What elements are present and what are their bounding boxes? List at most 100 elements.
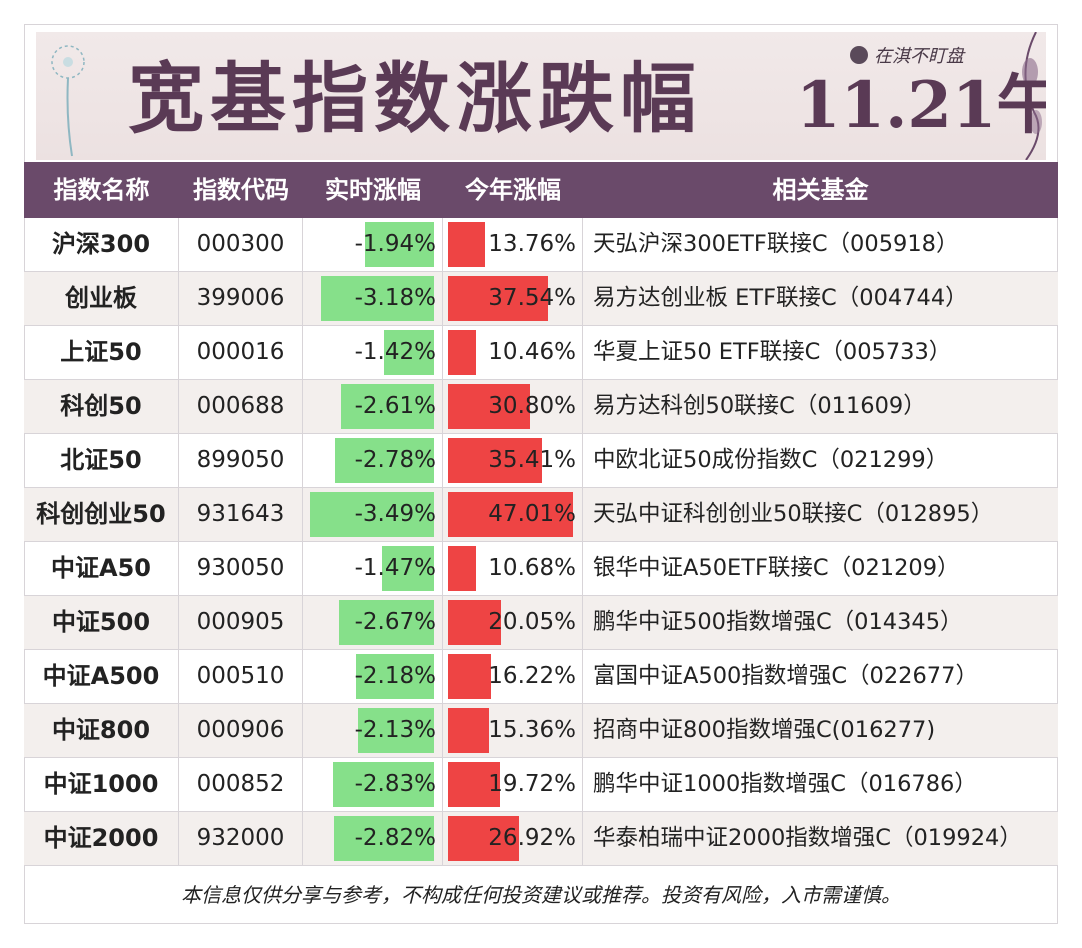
index-name-cell-text: 创业板 — [65, 284, 137, 312]
ytd-change-cell: 47.01% — [443, 488, 583, 541]
related-fund-cell: 银华中证A50ETF联接C（021209） — [583, 542, 1058, 595]
index-name-cell: 中证1000 — [24, 758, 179, 811]
table-row: 科创50 000688 -2.61% 30.80% 易方达科创50联接C（011609） — [24, 380, 1058, 434]
related-fund-cell-text: 华泰柏瑞中证2000指数增强C（019924） — [593, 825, 1022, 851]
ytd-change-cell: 35.41% — [443, 434, 583, 487]
ytd-change-cell: 10.68% — [443, 542, 583, 595]
ytd-change-bar — [448, 276, 548, 321]
ytd-change-cell-text: 10.68% — [488, 555, 576, 581]
header-ytd-change: 今年涨幅 — [465, 176, 561, 204]
related-fund-cell: 天弘沪深300ETF联接C（005918） — [583, 218, 1058, 271]
related-fund-cell-text: 天弘中证科创创业50联接C（012895） — [593, 501, 994, 527]
header-index-name: 指数名称 — [53, 176, 150, 204]
header-related-fund: 相关基金 — [772, 176, 869, 204]
index-code-cell: 000906 — [179, 704, 303, 757]
index-code-cell-text: 000688 — [196, 393, 285, 419]
realtime-change-bar — [356, 654, 434, 699]
realtime-change-cell: -1.47% — [303, 542, 443, 595]
related-fund-cell-text: 天弘沪深300ETF联接C（005918） — [593, 231, 959, 257]
table-row: 中证A50 930050 -1.47% 10.68% 银华中证A50ETF联接C（021… — [24, 542, 1058, 596]
related-fund-cell-text: 富国中证A500指数增强C（022677） — [593, 663, 978, 689]
realtime-change-bar — [382, 546, 434, 591]
realtime-change-cell-text: -3.18% — [354, 285, 436, 311]
index-code-cell-text: 000905 — [196, 609, 285, 635]
realtime-change-cell-text: -2.61% — [354, 393, 436, 419]
ytd-change-bar — [448, 492, 573, 537]
related-fund-cell: 中欧北证50成份指数C（021299） — [583, 434, 1058, 487]
index-name-cell: 科创创业50 — [24, 488, 179, 541]
index-code-cell: 931643 — [179, 488, 303, 541]
disclaimer-text: 本信息仅供分享与参考，不构成任何投资建议或推荐。投资有风险，入市需谨慎。 — [181, 883, 901, 907]
related-fund-cell: 招商中证800指数增强C(016277) — [583, 704, 1058, 757]
related-fund-cell: 富国中证A500指数增强C（022677） — [583, 650, 1058, 703]
ytd-change-cell-text: 19.72% — [488, 771, 576, 797]
ytd-change-cell-text: 37.54% — [488, 285, 576, 311]
realtime-change-cell-text: -2.82% — [354, 825, 436, 851]
index-name-cell: 创业板 — [24, 272, 179, 325]
related-fund-cell-text: 招商中证800指数增强C(016277) — [593, 717, 936, 743]
index-code-cell: 000300 — [179, 218, 303, 271]
index-code-cell-text: 000906 — [196, 717, 285, 743]
realtime-change-cell-text: -3.49% — [354, 501, 436, 527]
related-fund-cell-text: 银华中证A50ETF联接C（021209） — [593, 555, 960, 581]
related-fund-cell: 鹏华中证1000指数增强C（016786） — [583, 758, 1058, 811]
ytd-change-cell: 26.92% — [443, 812, 583, 865]
realtime-change-cell-text: -1.42% — [354, 339, 436, 365]
index-name-cell: 沪深300 — [24, 218, 179, 271]
index-name-cell: 中证2000 — [24, 812, 179, 865]
ytd-change-cell-text: 13.76% — [488, 231, 576, 257]
page-title: 宽基指数涨跌幅 — [128, 54, 702, 143]
table-row: 中证A500 000510 -2.18% 16.22% 富国中证A500指数增强C（02… — [24, 650, 1058, 704]
realtime-change-cell: -1.94% — [303, 218, 443, 271]
index-code-cell: 000852 — [179, 758, 303, 811]
index-code-cell-text: 000016 — [196, 339, 285, 365]
related-fund-cell-text: 易方达科创50联接C（011609） — [593, 393, 926, 419]
ytd-change-cell: 13.76% — [443, 218, 583, 271]
index-name-cell-text: 中证A50 — [51, 554, 151, 582]
index-name-cell: 中证800 — [24, 704, 179, 757]
brand-name: 在淇不盯盘 — [874, 46, 964, 67]
index-name-cell-text: 中证1000 — [43, 770, 159, 798]
index-name-cell-text: 中证800 — [51, 716, 151, 744]
related-fund-cell: 易方达创业板 ETF联接C（004744） — [583, 272, 1058, 325]
index-name-cell-text: 科创50 — [60, 392, 142, 420]
ytd-change-cell-text: 35.41% — [488, 447, 576, 473]
index-code-cell: 000016 — [179, 326, 303, 379]
realtime-change-bar — [365, 222, 434, 267]
realtime-change-cell: -2.67% — [303, 596, 443, 649]
table-row: 中证2000 932000 -2.82% 26.92% 华泰柏瑞中证2000指数增强C（… — [24, 812, 1058, 866]
ytd-change-cell: 30.80% — [443, 380, 583, 433]
ytd-change-bar — [448, 222, 485, 267]
index-code-cell-text: 000510 — [196, 663, 285, 689]
related-fund-cell: 易方达科创50联接C（011609） — [583, 380, 1058, 433]
table-row: 科创创业50 931643 -3.49% 47.01% 天弘中证科创创业50联接C（01… — [24, 488, 1058, 542]
table-row: 中证500 000905 -2.67% 20.05% 鹏华中证500指数增强C（0143… — [24, 596, 1058, 650]
ytd-change-cell: 37.54% — [443, 272, 583, 325]
flower-decoration-icon — [51, 45, 85, 157]
index-name-cell: 中证A500 — [24, 650, 179, 703]
realtime-change-cell: -3.49% — [303, 488, 443, 541]
realtime-change-cell: -2.82% — [303, 812, 443, 865]
index-name-cell-text: 北证50 — [60, 446, 142, 474]
realtime-change-bar — [358, 708, 434, 753]
related-fund-cell-text: 鹏华中证1000指数增强C（016786） — [593, 771, 977, 797]
realtime-change-bar — [333, 762, 434, 807]
leaf-decoration-icon — [1022, 32, 1042, 160]
realtime-change-bar — [335, 438, 434, 483]
realtime-change-cell: -2.83% — [303, 758, 443, 811]
table-row: 沪深300 000300 -1.94% 13.76% 天弘沪深300ETF联接C（005… — [24, 218, 1058, 272]
ytd-change-cell: 20.05% — [443, 596, 583, 649]
related-fund-cell-text: 鹏华中证500指数增强C（014345） — [593, 609, 963, 635]
index-code-cell: 899050 — [179, 434, 303, 487]
ytd-change-cell-text: 15.36% — [488, 717, 576, 743]
date-label: 11.21午 — [796, 68, 1046, 143]
ytd-change-bar — [448, 708, 489, 753]
realtime-change-bar — [341, 384, 434, 429]
index-name-cell: 中证A50 — [24, 542, 179, 595]
ytd-change-cell: 15.36% — [443, 704, 583, 757]
table-row: 中证800 000906 -2.13% 15.36% 招商中证800指数增强C(0162… — [24, 704, 1058, 758]
ytd-change-bar — [448, 816, 519, 861]
related-fund-cell: 天弘中证科创创业50联接C（012895） — [583, 488, 1058, 541]
index-code-cell-text: 931643 — [196, 501, 285, 527]
ytd-change-bar — [448, 654, 491, 699]
